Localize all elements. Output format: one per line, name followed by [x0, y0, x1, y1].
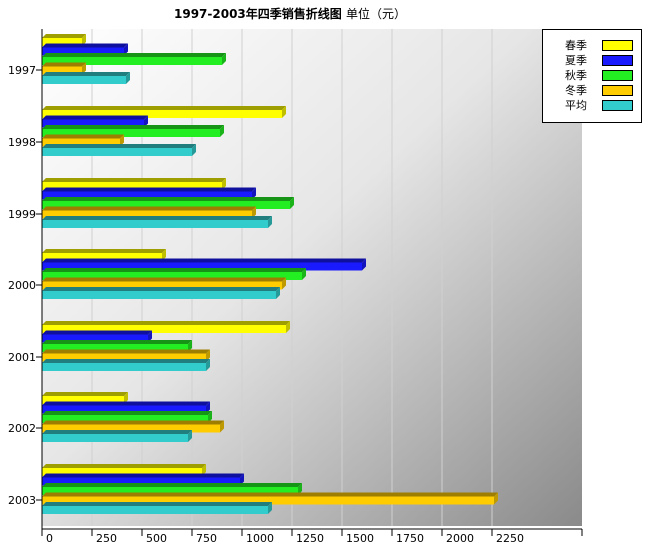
bar-top-face: [42, 321, 290, 325]
bar-top-face: [42, 483, 302, 487]
bar-top-face: [42, 421, 224, 425]
legend-item: 秋季: [543, 69, 641, 82]
y-category-label: 1999: [8, 208, 36, 221]
bar-top-face: [42, 144, 196, 148]
bar-top-face: [42, 135, 124, 139]
bar-top-face: [42, 268, 306, 272]
legend-label: 春季: [555, 39, 587, 52]
x-tick-label: 1500: [346, 532, 374, 545]
bar-top-face: [42, 178, 226, 182]
bar-top-face: [42, 72, 130, 76]
bar-top-face: [42, 106, 286, 110]
bar-1997-4: [42, 76, 126, 84]
bar-top-face: [42, 259, 366, 263]
bar-top-face: [42, 430, 192, 434]
bar-top-face: [42, 287, 280, 291]
legend-swatch: [602, 85, 633, 96]
bar-top-face: [42, 392, 128, 396]
bar-top-face: [42, 216, 272, 220]
y-category-label: 2001: [8, 351, 36, 364]
y-category-label: 2003: [8, 494, 36, 507]
bar-top-face: [42, 502, 272, 506]
x-tick-label: 500: [146, 532, 167, 545]
bar-top-face: [42, 207, 256, 211]
legend: 春季夏季秋季冬季平均: [542, 29, 642, 123]
bar-top-face: [42, 350, 210, 354]
bar-1999-4: [42, 220, 268, 228]
bar-top-face: [42, 411, 212, 415]
legend-swatch: [602, 70, 633, 81]
bar-1998-4: [42, 148, 192, 156]
bar-2001-4: [42, 363, 206, 371]
legend-item: 春季: [543, 39, 641, 52]
legend-label: 秋季: [555, 69, 587, 82]
y-category-label: 2002: [8, 422, 36, 435]
x-tick-label: 0: [46, 532, 53, 545]
bar-top-face: [42, 44, 128, 48]
legend-label: 平均: [555, 99, 587, 112]
bar-2003-4: [42, 506, 268, 514]
bar-top-face: [42, 493, 498, 497]
bar-top-face: [42, 249, 166, 253]
bar-top-face: [42, 340, 192, 344]
legend-item: 夏季: [543, 54, 641, 67]
bar-top-face: [42, 402, 210, 406]
bar-top-face: [42, 197, 294, 201]
legend-item: 平均: [543, 99, 641, 112]
bar-top-face: [42, 331, 152, 335]
x-tick-label: 2250: [496, 532, 524, 545]
legend-item: 冬季: [543, 84, 641, 97]
bar-top-face: [42, 474, 244, 478]
x-tick-label: 750: [196, 532, 217, 545]
bar-top-face: [42, 464, 206, 468]
y-category-label: 1997: [8, 64, 36, 77]
bar-top-face: [42, 63, 86, 67]
bar-top-face: [42, 278, 286, 282]
y-category-label: 2000: [8, 279, 36, 292]
bar-top-face: [42, 359, 210, 363]
x-tick-label: 250: [96, 532, 117, 545]
bar-top-face: [42, 34, 86, 38]
legend-swatch: [602, 55, 633, 66]
x-tick-label: 1000: [246, 532, 274, 545]
legend-swatch: [602, 40, 633, 51]
legend-label: 夏季: [555, 54, 587, 67]
bar-2000-4: [42, 291, 276, 299]
legend-swatch: [602, 100, 633, 111]
bar-top-face: [42, 125, 224, 129]
bar-2002-4: [42, 434, 188, 442]
legend-label: 冬季: [555, 84, 587, 97]
bar-top-face: [42, 116, 148, 120]
x-tick-label: 2000: [446, 532, 474, 545]
y-category-label: 1998: [8, 136, 36, 149]
bar-top-face: [42, 53, 226, 57]
x-tick-label: 1750: [396, 532, 424, 545]
bar-top-face: [42, 188, 256, 192]
x-tick-label: 1250: [296, 532, 324, 545]
